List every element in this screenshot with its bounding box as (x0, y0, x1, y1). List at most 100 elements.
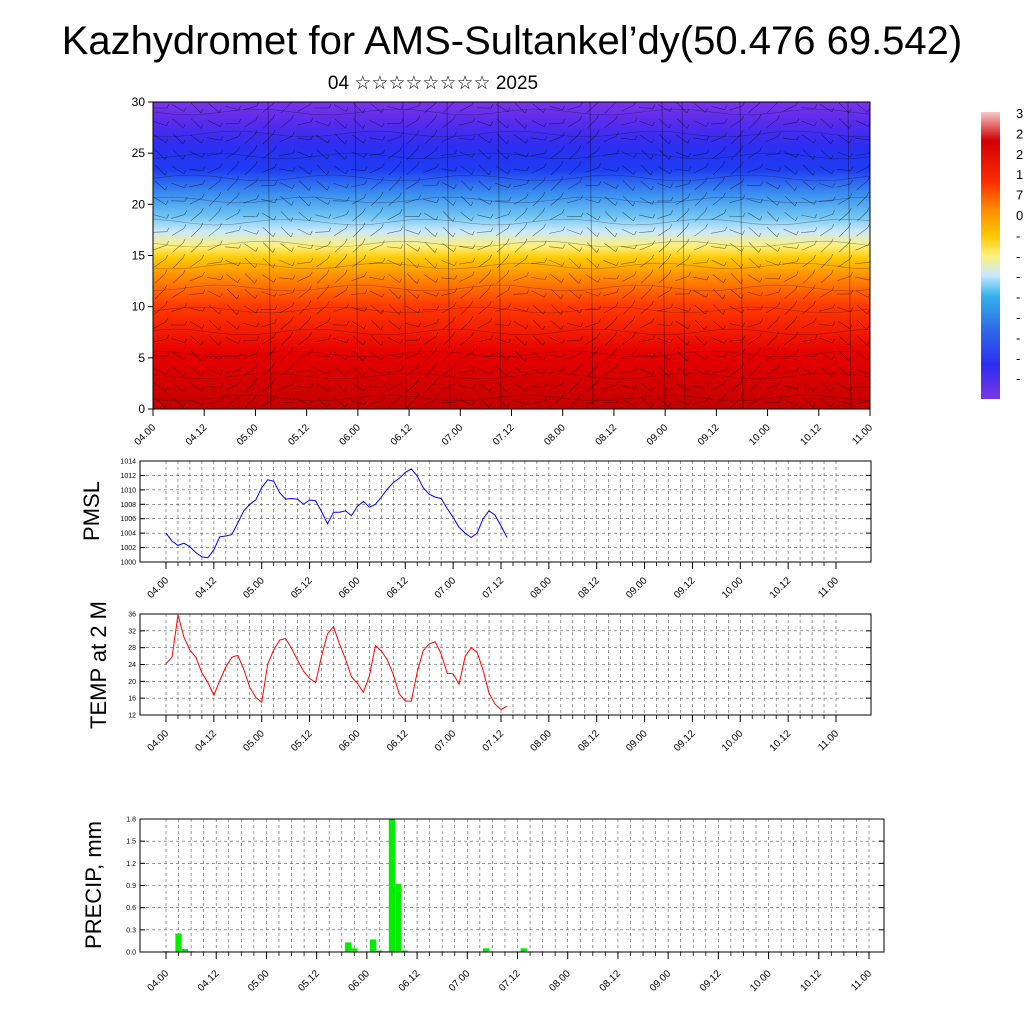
wind-barb-flag (435, 102, 437, 104)
wind-barb (172, 381, 184, 393)
wind-barb-flag (200, 222, 204, 228)
wind-barb (567, 181, 581, 190)
wind-barb-flag (758, 114, 762, 119)
x-tick-label: 10.12 (768, 575, 794, 601)
wind-barb-flag (578, 161, 582, 166)
wind-barb-flag (616, 149, 620, 154)
wind-barb (442, 226, 454, 238)
wind-barb-flag (596, 362, 600, 367)
x-tick-label: 08.12 (576, 575, 602, 601)
wind-barb (657, 214, 671, 219)
wind-barb (855, 120, 869, 127)
wind-barb (783, 353, 797, 359)
wind-barb-flag (310, 384, 314, 389)
wind-barb-flag (328, 240, 331, 246)
y-tick-label: 16 (128, 696, 136, 703)
wind-barb-flag (380, 341, 384, 346)
wind-barb (532, 227, 544, 237)
wind-barb (154, 288, 166, 300)
wind-barb (531, 290, 545, 298)
wind-barb (315, 214, 329, 219)
wind-barb-flag (272, 248, 276, 253)
wind-barb-flag (525, 254, 529, 260)
wind-barb-flag (634, 244, 638, 249)
wind-barb (730, 273, 742, 284)
x-tick-label: 10.00 (747, 422, 773, 448)
wind-barb-flag (758, 248, 762, 253)
wind-barb (676, 350, 688, 362)
wind-barb-flag (562, 118, 566, 124)
wind-barb (172, 366, 184, 377)
wind-barb-flag (382, 370, 385, 375)
wind-barb (260, 184, 276, 187)
wind-barb (640, 134, 652, 144)
pmsl-grid (140, 460, 871, 563)
wind-barb-flag (740, 130, 744, 135)
wind-barb (856, 304, 868, 315)
wind-barb-flag (200, 340, 204, 346)
wind-barb (658, 381, 670, 393)
wind-barb (711, 122, 725, 125)
wind-barb (640, 397, 652, 408)
wind-barb (441, 260, 455, 266)
wind-barb (226, 288, 238, 300)
y-tick-label: 1010 (120, 487, 136, 494)
wind-barb-flag (795, 271, 799, 276)
wind-barb (314, 231, 330, 233)
wind-barb-flag (705, 355, 708, 361)
isoline (153, 328, 870, 336)
wind-barb-flag (706, 369, 709, 375)
wind-barb (225, 136, 239, 142)
wind-barb (783, 104, 797, 112)
x-tick-label: 09.00 (624, 728, 650, 754)
wind-barb-flag (867, 309, 870, 315)
wind-barb (315, 120, 329, 127)
wind-barb-flag (400, 261, 403, 266)
wind-barb (730, 134, 742, 144)
wind-barb-flag (544, 149, 548, 154)
wind-barb (657, 337, 671, 344)
wind-barb-flag (308, 300, 312, 305)
wind-barb-flag (794, 201, 798, 207)
x-tick-label: 08.12 (594, 422, 620, 448)
wind-barb (549, 370, 563, 373)
wind-barb (190, 335, 202, 346)
precip-ylabel: PRECIP, mm (81, 821, 106, 949)
wind-barb-flag (184, 210, 187, 215)
wind-barb (730, 165, 742, 175)
wind-barb (406, 134, 418, 144)
x-tick-label: 05.00 (241, 728, 267, 754)
wind-barb (567, 353, 581, 359)
wind-barb (514, 226, 526, 238)
wind-barb-flag (652, 240, 655, 245)
wind-barb-flag (722, 160, 726, 166)
wind-barb-flag (561, 146, 564, 151)
wind-barb-flag (417, 247, 421, 252)
wind-barb-flag (795, 102, 798, 105)
wind-barb-flag (814, 121, 817, 127)
wind-barb (459, 246, 473, 249)
wind-barb (334, 366, 346, 377)
wind-barb (801, 321, 815, 329)
streamline (661, 102, 666, 409)
wind-barb-flag (472, 257, 476, 263)
wind-barb (279, 182, 293, 189)
wind-barb (802, 180, 814, 191)
y-tick-label: 1012 (120, 473, 136, 480)
wind-barb-flag (758, 130, 762, 135)
wind-barb (711, 383, 725, 391)
wind-barb-flag (669, 224, 673, 229)
wind-barb (153, 244, 167, 251)
wind-barb-flag (526, 289, 530, 294)
wind-barb (550, 274, 562, 283)
wind-barb (622, 211, 634, 222)
wind-barb (531, 400, 545, 405)
wind-barb-flag (184, 303, 187, 308)
wind-barb (783, 385, 797, 389)
wind-barb-flag (831, 223, 835, 229)
wind-barb (172, 165, 184, 175)
wind-barb-flag (795, 216, 798, 221)
wind-barb-flag (508, 321, 512, 326)
